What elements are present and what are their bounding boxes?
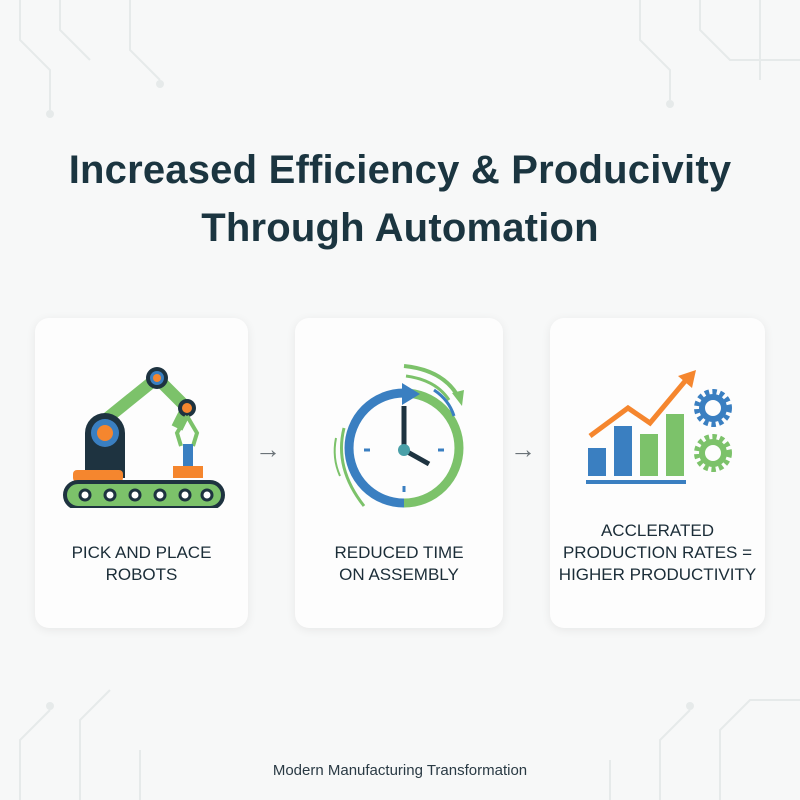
footer-caption: Modern Manufacturing Transformation [272,762,528,779]
flow-arrow-icon: → [255,434,281,464]
robot-arm-conveyor-icon [62,367,225,508]
page-title-line-2: Through Automation [201,206,599,250]
card-label: PICK AND PLACE ROBOTS [71,543,212,584]
card-label: ACCLERATED PRODUCTION RATES = HIGHER PRO… [558,521,757,584]
flow-arrow-icon: → [510,434,536,464]
bar-chart-gears-icon [585,370,732,484]
page-title-line-1: Increased Efficiency & Producivity [68,148,732,192]
card-pick-and-place: PICK AND PLACE ROBOTS [35,318,248,628]
gear-icon [693,434,732,472]
card-label: REDUCED TIME ON ASSEMBLY [334,543,464,584]
card-reduced-time: REDUCED TIME ON ASSEMBLY [295,318,503,628]
clock-cycle-icon [333,364,464,508]
gear-icon [693,389,732,427]
card-accelerated-production: ACCLERATED PRODUCTION RATES = HIGHER PRO… [550,318,765,628]
